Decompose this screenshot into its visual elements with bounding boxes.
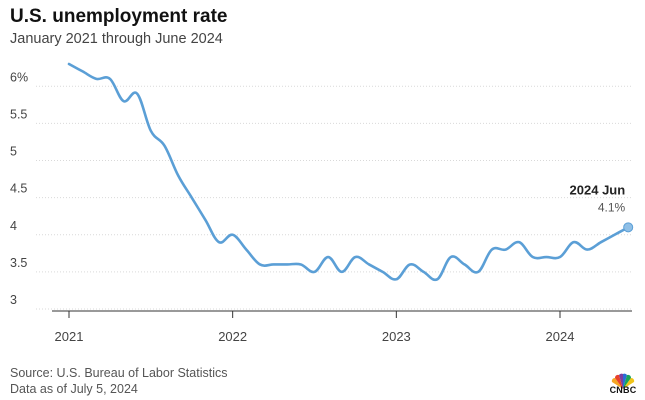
y-tick-label: 3.5 (10, 256, 27, 270)
y-tick-label: 6% (10, 70, 28, 84)
chart-title: U.S. unemployment rate (10, 6, 228, 27)
cnbc-peacock-logo (611, 373, 635, 389)
x-tick-label: 2023 (382, 329, 411, 344)
x-tick-label: 2024 (546, 329, 575, 344)
line-chart: 3 3.5 4 4.5 5 5.5 6% 2021 2022 2023 2024 2024 Jun 4.… (10, 62, 634, 344)
y-tick-label: 5 (10, 145, 17, 159)
y-tick-label: 3 (10, 293, 17, 307)
unemployment-series-line (67, 62, 630, 282)
y-tick-label: 4.5 (10, 182, 27, 196)
latest-point-label: 2024 Jun (570, 182, 626, 197)
x-tick-label: 2021 (55, 329, 84, 344)
latest-point-value: 4.1% (598, 200, 626, 214)
latest-point-marker (623, 222, 634, 233)
y-tick-label: 4 (10, 219, 17, 233)
source-note: Source: U.S. Bureau of Labor Statistics (10, 366, 228, 380)
x-tick-label: 2022 (218, 329, 247, 344)
y-tick-label: 5.5 (10, 107, 27, 121)
data-date-note: Data as of July 5, 2024 (10, 382, 138, 396)
chart-subtitle: January 2021 through June 2024 (10, 31, 223, 47)
cnbc-logo-text: CNBC (609, 385, 637, 395)
